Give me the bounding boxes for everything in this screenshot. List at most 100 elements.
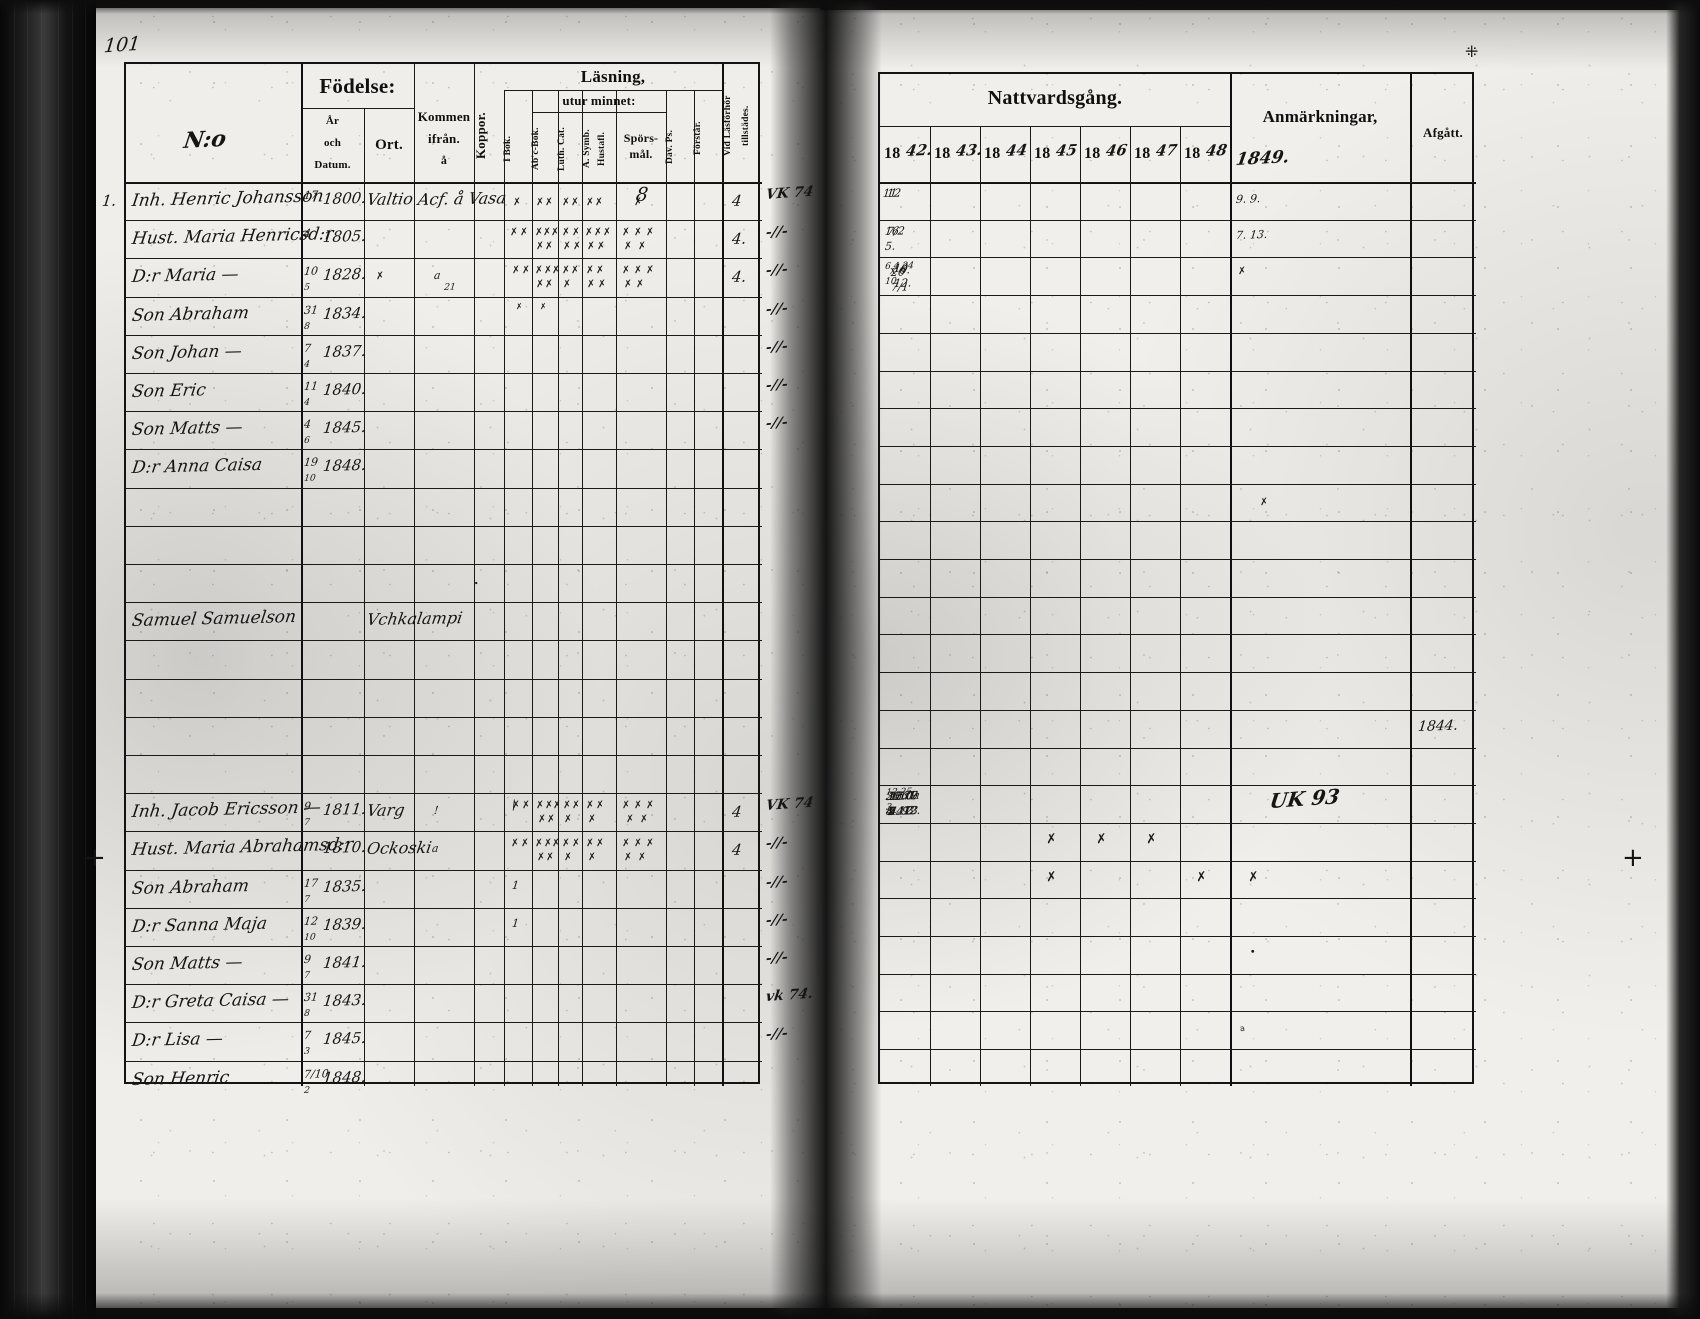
row-birth-day: 19 (303, 455, 319, 470)
header-year-printed: 18 (1184, 145, 1201, 162)
row-lasforhor: 4. (731, 267, 748, 287)
row-separator-right (880, 823, 1476, 824)
margin-note: VK 74 (764, 794, 815, 815)
reading-mark-x: ✗ (544, 196, 554, 209)
row-separator-right (880, 333, 1476, 334)
row-birth-year: 1805. (322, 226, 368, 247)
reading-mark-x: ✗ (637, 851, 647, 864)
grid-vline-lasning (666, 90, 667, 1086)
header-year-printed: 18 (1084, 145, 1101, 162)
row-separator (126, 602, 762, 603)
row-separator (126, 1022, 762, 1023)
row-separator-right (880, 408, 1476, 409)
header-fodelse-och: och (323, 137, 342, 149)
margin-note: -//- (764, 338, 789, 356)
grid-vline-afgatt (1410, 74, 1412, 1086)
header-fodelse-ort: Ort. (375, 137, 403, 153)
row-birth-day: 4 (303, 226, 312, 241)
reading-mark-x: ✗ (621, 837, 631, 850)
header-year-written: 48 (1204, 140, 1229, 161)
row-name: Inh. Jacob Ericsson — (130, 797, 323, 823)
margin-note: -//- (764, 414, 789, 433)
grid-vline-year (1080, 126, 1081, 1086)
left-page-table: Födelse:År och Datum.ÅrochDatum.Ort.Komm… (101, 62, 762, 1096)
row-birth-place: Varg (365, 800, 407, 821)
reading-mark-x: ✗ (621, 264, 631, 277)
row-birth-day: 17 (303, 876, 319, 890)
row-birth-year: 1828. (322, 265, 368, 285)
reading-mark-x: ✗ (623, 240, 633, 253)
header-bottom-rule-right (880, 182, 1476, 184)
reading-mark-x: ✗ (571, 837, 581, 850)
reading-mark-x: ✗ (563, 813, 573, 826)
header-name-handwritten: N:o (182, 125, 228, 155)
leaf-shadow-bottom (60, 1198, 820, 1308)
row-name: Son Abraham (130, 875, 251, 899)
row-separator-right (880, 559, 1476, 560)
row-separator (126, 984, 762, 985)
grid-vline-lasning (694, 90, 695, 1086)
row-name: Hust. Maria Abrahamsd:r (130, 834, 355, 861)
page-edge-bottom (0, 1293, 1700, 1319)
header-mal: mål. (629, 147, 653, 161)
row-separator-right (880, 295, 1476, 296)
row-birth-day: 31 (303, 303, 319, 317)
tick-mark: 1 (511, 916, 520, 930)
entry-value: 9. 9. (1235, 192, 1262, 207)
reading-mark-x: ✗ (633, 226, 643, 239)
entry-uk-note: UK 93 (1268, 784, 1342, 814)
grid-vline-major (474, 64, 475, 1086)
row-birth-year: 1843. (322, 990, 368, 1011)
row-separator (126, 564, 762, 565)
row-lasforhor: 4. (731, 229, 748, 249)
row-birth-month: 8 (303, 1008, 311, 1020)
row-separator (126, 335, 762, 336)
row-birth-day: 11 (303, 379, 319, 394)
header-abc-bok: Ab'c-Bok. (531, 127, 541, 171)
header-anmarkningar-year: 1849. (1234, 147, 1291, 171)
reading-mark-x: ✗ (586, 278, 596, 291)
row-separator (126, 373, 762, 374)
row-separator-right (880, 521, 1476, 522)
reading-mark-x: ✗ (586, 240, 596, 253)
reading-mark-x: ✗ (510, 837, 520, 850)
row-separator-right (880, 257, 1476, 258)
grid-vline-major (301, 64, 303, 1086)
row-birth-month: 2 (303, 1085, 311, 1096)
margin-plus-mark-left: + (84, 843, 106, 873)
header-ifran: ifrån. (428, 131, 460, 146)
reading-mark-x: ✗ (509, 226, 519, 239)
row-name: Son Abraham (130, 302, 251, 326)
stray-mark: • (1249, 946, 1257, 959)
extra-row-name: Samuel Samuelson (130, 607, 298, 632)
extra-row-place: Vchkalampi (365, 608, 464, 630)
reading-mark-x: ✗ (544, 240, 554, 253)
reading-mark-x: ✗ (572, 240, 582, 253)
entry-value: 10 (893, 261, 909, 276)
afgatt-value: 1844. (1417, 717, 1459, 735)
row-separator (126, 526, 762, 527)
page-edge-top (0, 0, 1700, 14)
reading-mark-x: ✗ (621, 226, 631, 239)
cross-mark-ort: ✗ (375, 270, 385, 283)
header-bottom-rule (126, 182, 762, 184)
reading-mark-x: ✗ (562, 278, 572, 291)
row-birth-month: 7 (303, 817, 311, 829)
row-birth-year: 1840. (322, 379, 368, 400)
row-birth-day: 4 (303, 417, 312, 432)
dot-mark: • (473, 578, 480, 589)
row-birth-year: 1800. (322, 188, 368, 209)
reading-mark-x: ✗ (546, 813, 556, 826)
row-separator-right (880, 710, 1476, 711)
reading-mark-x: ✗ (539, 301, 548, 311)
header-utur-minnet: utur minnet: (562, 93, 636, 108)
margin-note: -//- (764, 299, 789, 318)
reading-mark-x: ✗ (585, 799, 595, 812)
communion-cross: ✗ (1045, 868, 1058, 886)
row-name: Son Johan — (130, 341, 244, 364)
header-tillstades: tillstädes. (741, 105, 751, 147)
row-birth-year: 1839. (322, 914, 368, 934)
row-birth-year: 1848. (322, 1067, 368, 1087)
grid-vline-lasning (558, 90, 559, 1086)
